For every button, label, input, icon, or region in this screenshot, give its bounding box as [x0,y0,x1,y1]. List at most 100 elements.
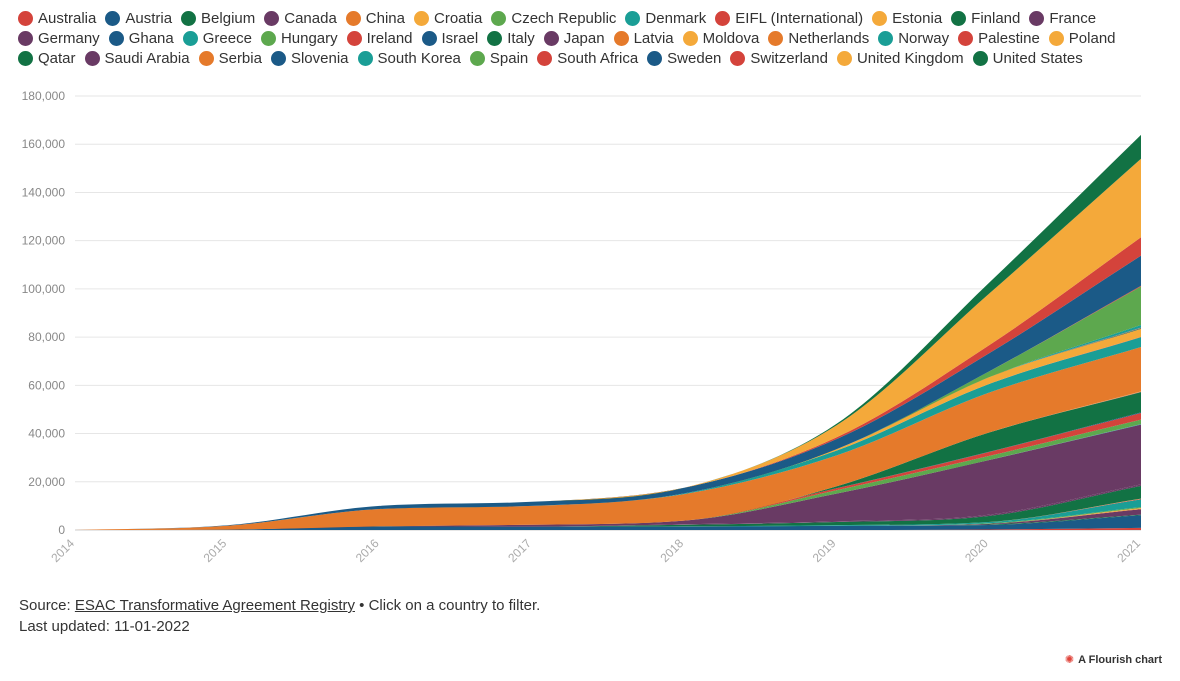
legend-label: Greece [202,30,252,47]
legend-item-austria[interactable]: Austria [105,10,172,27]
legend-item-slovenia[interactable]: Slovenia [270,50,349,67]
legend-label: Latvia [633,30,674,47]
area-netherlands[interactable] [75,347,1141,530]
legend-item-qatar[interactable]: Qatar [18,50,76,67]
legend-item-hungary[interactable]: Hungary [260,30,338,47]
x-tick-label: 2020 [962,536,991,565]
legend-label: Serbia [218,50,262,67]
legend-item-china[interactable]: China [345,10,405,27]
flourish-brand[interactable]: ✺ A Flourish chart [1065,653,1162,667]
legend-item-switzerland[interactable]: Switzerland [730,50,828,67]
legend-label: Austria [125,10,173,27]
legend-swatch [18,11,33,26]
area-sweden[interactable] [75,255,1141,530]
legend-item-netherlands[interactable]: Netherlands [768,30,869,47]
legend-item-italy[interactable]: Italy [487,30,535,47]
legend-label: Australia [38,10,97,27]
legend-swatch [18,31,33,46]
source-link[interactable]: ESAC Transformative Agreement Registry [74,597,355,614]
legend-item-eifl-international[interactable]: EIFL (International) [715,10,863,27]
legend-label: Czech Republic [511,10,617,27]
legend-swatch [768,31,784,46]
legend-item-estonia[interactable]: Estonia [872,10,942,27]
legend-swatch [487,31,503,46]
legend-label: France [1049,10,1097,27]
legend-item-germany[interactable]: Germany [18,30,100,47]
y-tick-label: 120,000 [22,234,66,248]
legend-swatch [414,11,429,26]
legend-item-croatia[interactable]: Croatia [414,10,482,27]
x-tick-label: 2018 [657,536,686,565]
legend-item-united-states[interactable]: United States [972,50,1083,67]
legend-item-norway[interactable]: Norway [878,30,949,47]
y-tick-label: 180,000 [22,89,66,103]
y-tick-label: 160,000 [22,137,66,151]
legend-label: Germany [38,30,100,47]
legend-swatch [543,31,559,46]
legend-swatch [18,51,33,66]
legend-item-finland[interactable]: Finland [951,10,1020,27]
legend-label: Norway [898,30,950,47]
legend-item-palestine[interactable]: Palestine [958,30,1040,47]
legend-item-czech-republic[interactable]: Czech Republic [491,10,616,27]
legend-item-poland[interactable]: Poland [1048,30,1116,47]
legend-label: Palestine [978,30,1040,47]
legend-item-france[interactable]: France [1029,10,1096,27]
legend-swatch [715,11,731,26]
legend-item-south-korea[interactable]: South Korea [357,50,461,67]
legend-swatch [421,31,437,46]
legend-item-ghana[interactable]: Ghana [108,30,174,47]
legend-swatch [730,51,746,66]
legend-item-serbia[interactable]: Serbia [198,50,262,67]
legend-item-saudi-arabia[interactable]: Saudi Arabia [84,50,190,67]
legend-label: Croatia [434,10,483,27]
legend-item-canada[interactable]: Canada [264,10,337,27]
legend-item-belgium[interactable]: Belgium [181,10,255,27]
legend-label: Finland [971,10,1021,27]
legend-label: Switzerland [750,50,828,67]
legend-label: Canada [284,10,337,27]
area-austria[interactable] [75,515,1141,530]
x-tick-label: 2015 [201,536,230,565]
chart-footer: Source: ESAC Transformative Agreement Re… [19,595,540,637]
legend-label: Denmark [645,10,707,27]
legend-swatch [346,31,362,46]
area-australia[interactable] [75,527,1141,530]
legend-swatch [958,31,974,46]
y-tick-label: 100,000 [22,282,66,296]
legend-label: Spain [489,50,529,67]
legend-label: Italy [507,30,535,47]
legend-item-israel[interactable]: Israel [421,30,478,47]
legend-item-australia[interactable]: Australia [18,10,96,27]
source-suffix: • Click on a country to filter. [354,597,541,614]
legend-item-moldova[interactable]: Moldova [682,30,759,47]
legend-swatch [181,11,197,26]
legend-label: Belgium [201,10,256,27]
legend-swatch [613,31,629,46]
area-germany[interactable] [75,424,1141,530]
legend-swatch [270,51,286,66]
legend-label: China [365,10,405,27]
legend-label: Qatar [38,50,76,67]
legend-item-sweden[interactable]: Sweden [647,50,721,67]
legend-item-united-kingdom[interactable]: United Kingdom [836,50,964,67]
legend-swatch [647,51,663,66]
y-tick-label: 140,000 [22,185,66,199]
legend-item-denmark[interactable]: Denmark [625,10,706,27]
legend-swatch [491,11,507,26]
legend-item-spain[interactable]: Spain [469,50,529,67]
legend-swatch [198,51,214,66]
legend-swatch [872,11,888,26]
legend-label: United States [992,50,1083,67]
legend-swatch [260,31,276,46]
legend-item-latvia[interactable]: Latvia [613,30,674,47]
legend-item-greece[interactable]: Greece [182,30,252,47]
legend-swatch [469,51,485,66]
legend-label: South Africa [557,50,639,67]
x-tick-label: 2021 [1114,536,1143,565]
legend-item-south-africa[interactable]: South Africa [537,50,638,67]
legend-swatch [84,51,100,66]
legend-item-japan[interactable]: Japan [543,30,605,47]
legend-item-ireland[interactable]: Ireland [346,30,413,47]
area-italy[interactable] [75,392,1141,530]
